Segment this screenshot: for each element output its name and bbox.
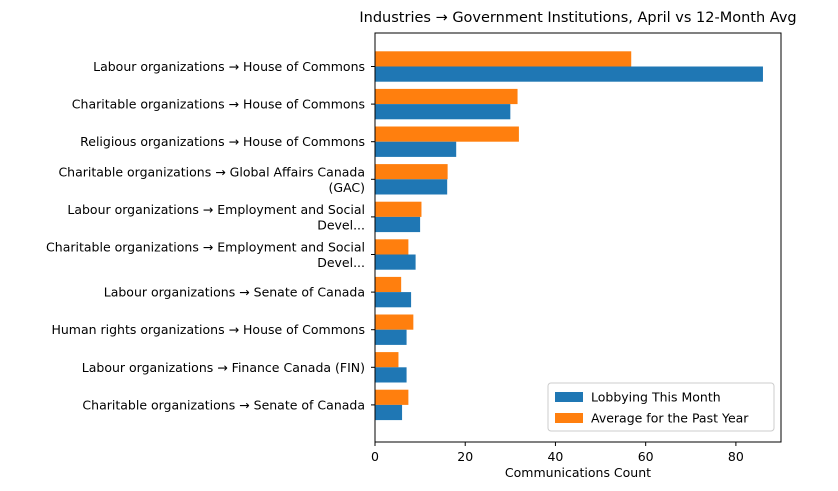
legend-box [547, 382, 775, 432]
plot-frame [374, 32, 782, 443]
chart-title: Industries → Government Institutions, Ap… [359, 10, 796, 26]
x-axis-title: Communications Count [505, 465, 651, 480]
legend: Lobbying This Month Average for the Past … [547, 382, 775, 432]
bar-average-past-year [375, 126, 519, 142]
bar-lobbying-this-month [375, 216, 421, 233]
y-tick-label: Devel... [317, 255, 365, 270]
y-tick-label: Labour organizations → Senate of Canada [104, 285, 365, 300]
plot-area: Labour organizations → House of Commons C… [46, 32, 782, 464]
y-tick-label: Charitable organizations → House of Comm… [72, 97, 365, 112]
y-tick-label: Labour organizations → House of Commons [93, 59, 365, 74]
y-tick-label: Labour organizations → Employment and So… [67, 202, 365, 217]
x-tick-label: 40 [547, 449, 563, 464]
bar-lobbying-this-month [375, 254, 416, 270]
y-tick-label: Labour organizations → Finance Canada (F… [82, 360, 365, 375]
x-tick-label: 80 [728, 449, 744, 464]
bar-lobbying-this-month [375, 329, 407, 345]
bar-average-past-year [375, 88, 518, 105]
y-tick-label: Religious organizations → House of Commo… [80, 134, 365, 149]
bar-average-past-year [375, 164, 448, 180]
x-tick-label: 20 [457, 449, 473, 464]
bar-average-past-year [375, 51, 632, 67]
y-tick-label: (GAC) [329, 180, 366, 195]
bar-lobbying-this-month [375, 179, 448, 195]
y-tick-label: Charitable organizations → Global Affair… [58, 164, 365, 179]
bar-average-past-year [375, 201, 422, 217]
bar-average-past-year [375, 239, 409, 255]
y-tick-label: Charitable organizations → Senate of Can… [82, 397, 365, 412]
bar-lobbying-this-month [375, 66, 763, 82]
x-tick-label: 60 [638, 449, 654, 464]
bar-lobbying-this-month [375, 292, 412, 308]
x-tick-label: 0 [371, 449, 379, 464]
bar-lobbying-this-month [375, 367, 407, 383]
bar-average-past-year [375, 352, 399, 368]
bar-average-past-year [375, 389, 409, 405]
bar-lobbying-this-month [375, 141, 457, 157]
legend-swatch [555, 392, 583, 402]
bar-lobbying-this-month [375, 404, 403, 421]
bar-average-past-year [375, 314, 414, 330]
bar-lobbying-this-month [375, 104, 511, 120]
legend-entry-label: Average for the Past Year [591, 411, 749, 426]
y-tick-label: Devel... [317, 217, 365, 232]
bar-average-past-year [375, 276, 402, 293]
y-tick-label: Human rights organizations → House of Co… [51, 322, 365, 337]
y-tick-label: Charitable organizations → Employment an… [46, 240, 365, 255]
legend-swatch [555, 413, 583, 423]
legend-entry-label: Lobbying This Month [591, 390, 721, 405]
